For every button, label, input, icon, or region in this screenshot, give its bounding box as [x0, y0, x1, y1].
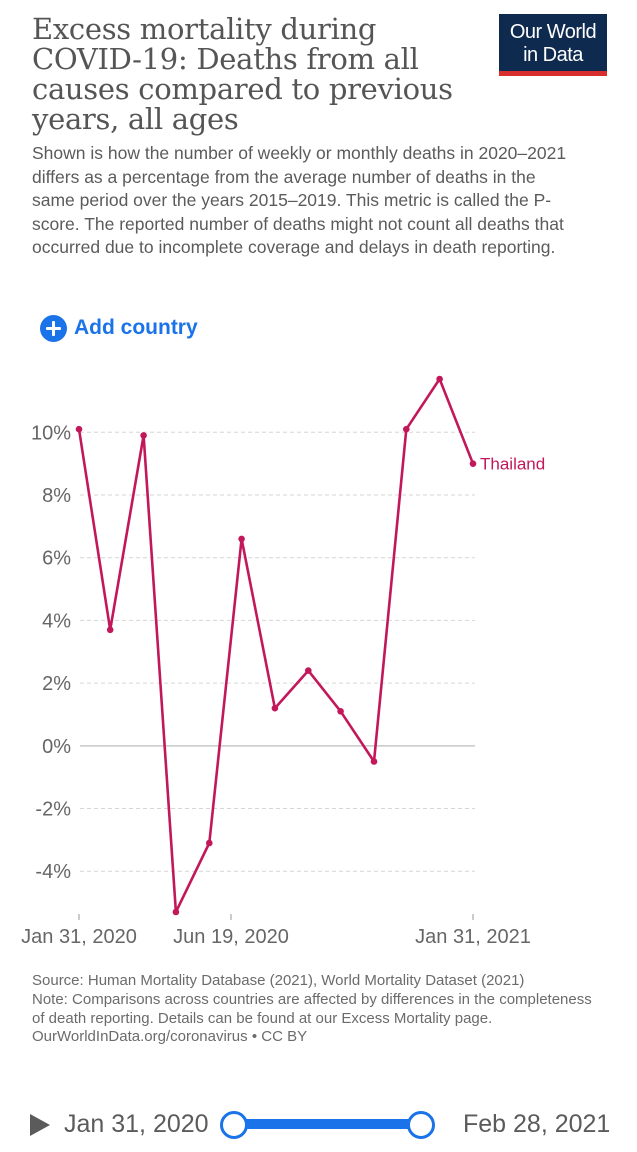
x-tick-label: Jan 31, 2021 — [415, 926, 531, 948]
y-tick-label: 10% — [31, 422, 71, 444]
series-label: Thailand — [480, 455, 545, 474]
data-point — [271, 704, 279, 712]
plus-circle-icon — [40, 314, 67, 342]
y-tick-label: 0% — [42, 736, 71, 758]
series-layer: Thailand — [75, 375, 545, 916]
data-point — [305, 667, 312, 674]
data-point — [140, 432, 147, 439]
credit-text[interactable]: OurWorldInData.org/coronavirus • CC BY — [32, 1028, 308, 1046]
data-point — [75, 425, 83, 433]
logo-line-2: in Data — [523, 44, 583, 66]
chart-subtitle: Shown is how the number of weekly or mon… — [32, 143, 567, 258]
add-country-label: Add country — [74, 316, 198, 339]
data-point — [469, 460, 477, 467]
logo-line-1: Our World — [509, 21, 597, 43]
y-tick-label: -2% — [35, 799, 71, 821]
timeline-track[interactable] — [233, 1119, 421, 1129]
grid-layer: -4% -2% 0% 2% 4% 6% 8% 10% — [31, 422, 475, 883]
data-point — [436, 375, 443, 383]
play-icon[interactable] — [30, 1114, 50, 1136]
data-point — [238, 535, 245, 543]
y-tick-label: 4% — [42, 610, 71, 632]
y-tick-label: 6% — [42, 548, 71, 570]
y-tick-label: 8% — [42, 485, 71, 507]
source-text: Source: Human Mortality Database (2021),… — [32, 972, 525, 989]
series-line-thailand — [77, 377, 475, 914]
data-point — [106, 626, 114, 634]
x-tick-label: Jan 31, 2020 — [21, 926, 137, 948]
timeline-control: Jan 31, 2020 Feb 28, 2021 — [0, 1102, 637, 1146]
timeline-end-label: Feb 28, 2021 — [463, 1110, 611, 1138]
data-point — [337, 708, 344, 715]
data-point — [172, 908, 180, 916]
timeline-start-label: Jan 31, 2020 — [64, 1110, 209, 1138]
data-point — [370, 758, 378, 765]
add-country-button[interactable]: Add country — [40, 313, 198, 343]
y-tick-label: 2% — [42, 673, 71, 695]
y-tick-label: -4% — [35, 861, 71, 883]
timeline-start-handle[interactable] — [220, 1111, 248, 1139]
x-tick-label: Jun 19, 2020 — [173, 926, 289, 948]
chart-footer: Source: Human Mortality Database (2021),… — [32, 972, 592, 1047]
line-chart: -4% -2% 0% 2% 4% 6% 8% 10% Jan 31, 2020 Jun 19, … — [21, 375, 545, 948]
data-point — [403, 425, 410, 433]
note-text: Note: Comparisons across countries are a… — [32, 990, 592, 1027]
owid-logo[interactable]: Our World in Data — [499, 14, 607, 76]
chart-title: Excess mortality during COVID-19: Deaths… — [32, 12, 453, 136]
timeline-end-handle[interactable] — [407, 1111, 435, 1139]
x-axis: Jan 31, 2020 Jun 19, 2020 Jan 31, 2021 — [21, 914, 531, 948]
data-point — [206, 839, 213, 847]
